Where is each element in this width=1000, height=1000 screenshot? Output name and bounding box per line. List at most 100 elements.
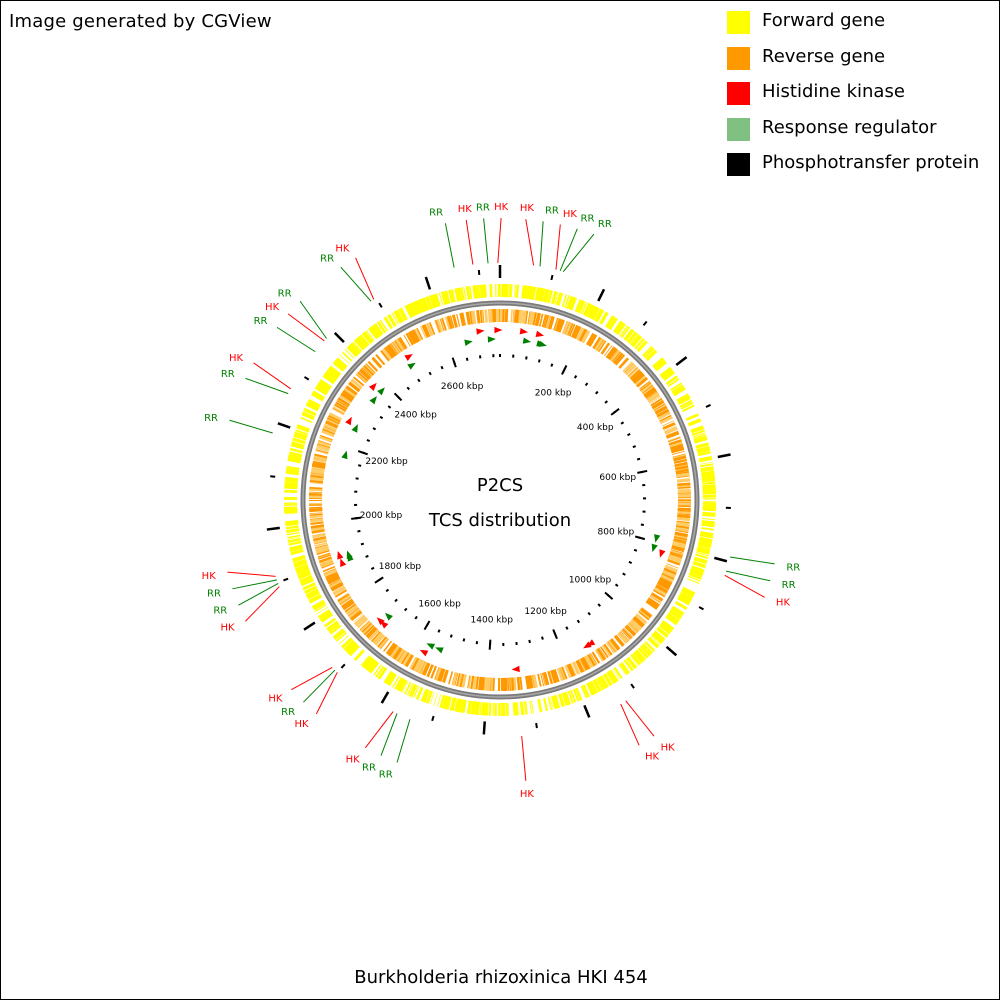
forward-gene [702,513,716,517]
reverse-gene [605,642,615,654]
outer-tick [303,376,310,381]
forward-gene [333,360,346,371]
forward-gene [558,693,565,707]
forward-gene [674,600,688,610]
forward-gene [667,378,680,388]
forward-gene [370,326,380,338]
forward-gene [373,323,384,336]
legend-label-histidine-kinase: Histidine kinase [762,81,905,102]
forward-gene [468,286,473,300]
reverse-gene [445,316,453,330]
reverse-gene [312,462,326,468]
reverse-gene [571,662,579,675]
tcs-marker-hk [419,649,429,657]
forward-gene [442,695,449,709]
reverse-gene [359,620,370,631]
forward-gene [290,549,304,555]
forward-gene [408,683,417,697]
reverse-gene [367,360,379,372]
forward-gene [466,700,471,714]
outer-tick [270,475,276,478]
map-title: P2CS [477,475,523,496]
tcs-marker-hk [368,382,377,391]
ruler-major-tick [561,365,568,375]
callout-line-rr [483,218,489,264]
reverse-gene [315,449,329,455]
reverse-gene [654,405,668,415]
outer-tick [378,302,383,308]
forward-gene [366,659,377,672]
forward-gene [561,294,568,308]
forward-gene [659,366,672,378]
forward-gene [655,360,666,370]
reverse-gene [467,675,472,689]
reverse-gene [511,677,515,691]
forward-gene [330,365,341,375]
reverse-gene [316,547,330,554]
forward-gene [698,542,712,548]
reverse-gene [634,375,646,386]
callout-line-hk [227,571,276,577]
reverse-gene [326,574,340,583]
reverse-gene [676,520,690,525]
forward-gene [671,384,685,394]
reverse-gene [677,511,691,515]
reverse-gene [380,349,390,362]
ruler-minor-tick [385,588,390,593]
reverse-gene [362,366,373,377]
reverse-gene [484,677,488,691]
forward-gene [475,285,479,299]
reverse-gene [638,610,650,621]
forward-gene [343,639,355,651]
reverse-gene [674,461,688,468]
forward-gene [305,587,318,595]
reverse-gene [319,558,333,565]
forward-gene [333,629,346,640]
forward-gene [294,432,308,438]
callout-line-hk [315,672,338,715]
reverse-gene [583,656,591,669]
reverse-gene [460,312,466,326]
outer-tick [380,691,390,704]
reverse-gene [656,581,670,591]
reverse-gene [448,315,454,329]
forward-gene [624,660,633,671]
forward-gene [694,557,708,564]
ruler-minor-tick [406,386,410,391]
reverse-gene [545,315,551,329]
reverse-gene [342,390,355,400]
forward-gene [693,435,707,442]
forward-gene [400,680,408,693]
reverse-gene [594,338,604,351]
forward-gene [510,284,513,298]
reverse-gene [596,339,606,352]
ruler-minor-tick [595,390,599,395]
reverse-gene [675,524,690,529]
forward-gene [694,556,708,563]
reverse-gene [310,471,324,476]
reverse-gene [359,370,370,380]
forward-gene [354,338,365,350]
reverse-gene [451,314,458,328]
reverse-gene [671,448,685,454]
forward-gene [360,334,370,346]
forward-gene [682,404,695,413]
ruler-minor-tick [428,371,432,376]
forward-gene [415,300,423,314]
reverse-gene [482,677,486,691]
reverse-gene [618,357,628,368]
reverse-gene [521,310,525,324]
forward-gene [398,308,407,321]
reverse-gene [416,660,425,674]
reverse-gene [374,633,385,646]
forward-gene [291,441,305,447]
forward-gene [354,650,365,661]
reverse-gene [325,422,338,429]
reverse-gene [577,659,586,672]
reverse-gene [373,633,384,645]
forward-gene [537,699,542,713]
reverse-gene [516,309,521,324]
reverse-gene [605,346,615,358]
forward-gene [326,621,339,631]
forward-gene [429,691,435,705]
